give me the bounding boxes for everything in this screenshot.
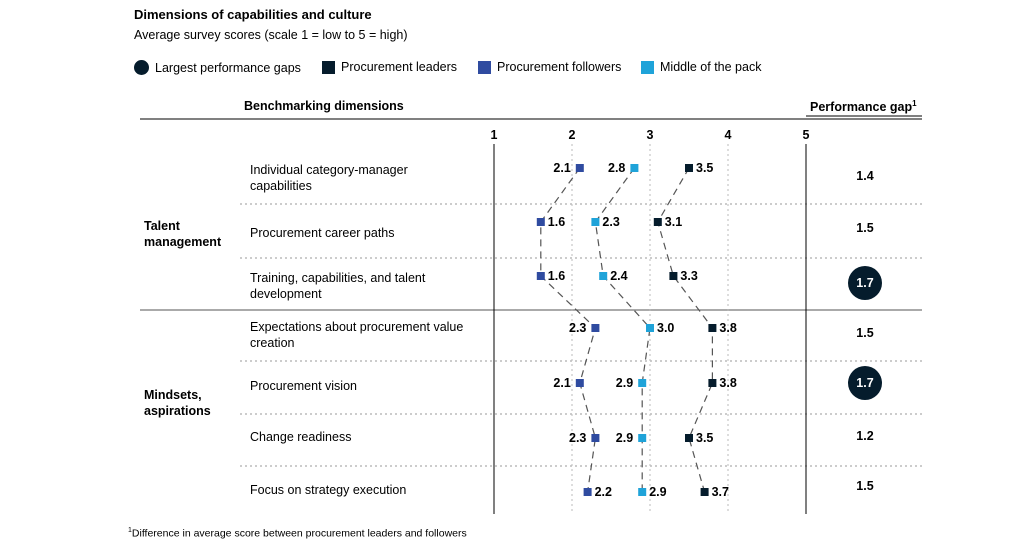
data-point-label: 2.9: [616, 431, 633, 445]
axis-tick-label: 4: [725, 128, 732, 142]
performance-gap-value: 1.4: [856, 169, 874, 183]
row-label: Individual category-manager capabilities: [250, 163, 408, 193]
data-point-marker: [685, 434, 693, 442]
legend-middle: Middle of the pack: [641, 60, 761, 74]
data-point-marker: [575, 379, 584, 387]
legend-leaders: Procurement leaders: [322, 60, 457, 74]
legend-largest-gaps: Largest performance gaps: [134, 60, 301, 75]
data-point-marker: [653, 218, 662, 226]
performance-gap-value: 1.5: [856, 221, 874, 235]
row-label: Training, capabilities, and talent devel…: [250, 271, 426, 301]
group-label-talent: Talent management: [144, 219, 222, 249]
footnote-mark: 1: [128, 527, 132, 534]
data-point-label: 2.8: [608, 161, 625, 175]
data-point-marker: [700, 488, 709, 496]
data-point-label: 3.5: [696, 161, 713, 175]
header-gap-footnote-mark: 1: [912, 99, 917, 108]
performance-gap-highlight: 1.7: [848, 366, 882, 400]
data-point-marker: [583, 488, 592, 496]
legend-label: Middle of the pack: [660, 60, 762, 74]
axis-tick-label: 3: [647, 128, 654, 142]
chart-title: Dimensions of capabilities and culture: [134, 7, 372, 22]
data-point-label: 2.4: [610, 269, 627, 283]
row-label: Procurement career paths: [250, 226, 395, 240]
legend-followers: Procurement followers: [478, 60, 621, 74]
data-point-label: 3.7: [712, 485, 729, 499]
performance-gap-highlight: 1.7: [848, 266, 882, 300]
chart-subtitle: Average survey scores (scale 1 = low to …: [134, 28, 408, 42]
axis-tick-label: 1: [491, 128, 498, 142]
data-point-label: 2.2: [595, 485, 612, 499]
header-gap-text: Performance gap: [810, 100, 913, 115]
data-point-label: 2.9: [649, 485, 666, 499]
legend-square-icon: [641, 60, 654, 74]
axis-tick-label: 2: [569, 128, 576, 142]
legend-square-icon: [478, 60, 491, 74]
data-point-label: 2.3: [569, 321, 586, 335]
data-point-label: 3.3: [680, 269, 697, 283]
data-point-label: 2.9: [616, 376, 633, 390]
data-point-label: 2.1: [553, 376, 570, 390]
row-label: Focus on strategy execution: [250, 483, 407, 497]
performance-gap-value: 1.5: [856, 479, 874, 493]
footnote-text: Difference in average score between proc…: [131, 527, 467, 540]
data-point-label: 2.1: [553, 161, 570, 175]
data-point-label: 2.3: [569, 431, 586, 445]
data-point-label: 3.8: [719, 321, 736, 335]
legend-circle-icon: [134, 60, 149, 75]
data-point-marker: [646, 324, 654, 332]
data-point-marker: [638, 488, 647, 496]
data-point-label: 3.8: [719, 376, 736, 390]
data-point-marker: [708, 379, 717, 387]
data-point-marker: [536, 272, 545, 280]
legend-label: Procurement leaders: [341, 60, 458, 74]
data-point-marker: [599, 272, 608, 280]
axis-tick-label: 5: [803, 128, 810, 142]
data-point-marker: [685, 164, 693, 172]
data-point-marker: [575, 164, 584, 172]
data-point-label: 3.0: [657, 321, 674, 335]
data-point-label: 1.6: [548, 215, 565, 229]
data-point-marker: [638, 434, 647, 442]
row-label: Procurement vision: [250, 379, 357, 393]
header-performance-gap: Performance gap1: [810, 99, 917, 114]
data-point-marker: [638, 379, 647, 387]
legend-label: Procurement followers: [497, 60, 622, 74]
performance-gap-value: 1.5: [856, 326, 874, 340]
legend-label: Largest performance gaps: [155, 60, 301, 75]
footnote: 1Difference in average score between pro…: [128, 527, 467, 540]
data-point-marker: [591, 324, 600, 332]
data-point-label: 1.6: [548, 269, 565, 283]
data-point-marker: [708, 324, 717, 332]
data-point-label: 2.3: [602, 215, 619, 229]
data-point-marker: [591, 434, 600, 442]
data-point-label: 3.5: [696, 431, 713, 445]
group-label-mindsets: Mindsets, aspirations: [144, 388, 211, 418]
legend-square-icon: [322, 60, 335, 74]
row-label: Change readiness: [250, 430, 352, 444]
data-point-marker: [630, 164, 639, 172]
header-dimensions: Benchmarking dimensions: [244, 99, 404, 113]
data-point-marker: [669, 272, 678, 280]
data-point-label: 3.1: [665, 215, 682, 229]
data-point-marker: [536, 218, 545, 226]
data-point-marker: [591, 218, 600, 226]
row-label: Expectations about procurement value cre…: [250, 320, 464, 350]
performance-gap-value: 1.2: [856, 429, 874, 443]
